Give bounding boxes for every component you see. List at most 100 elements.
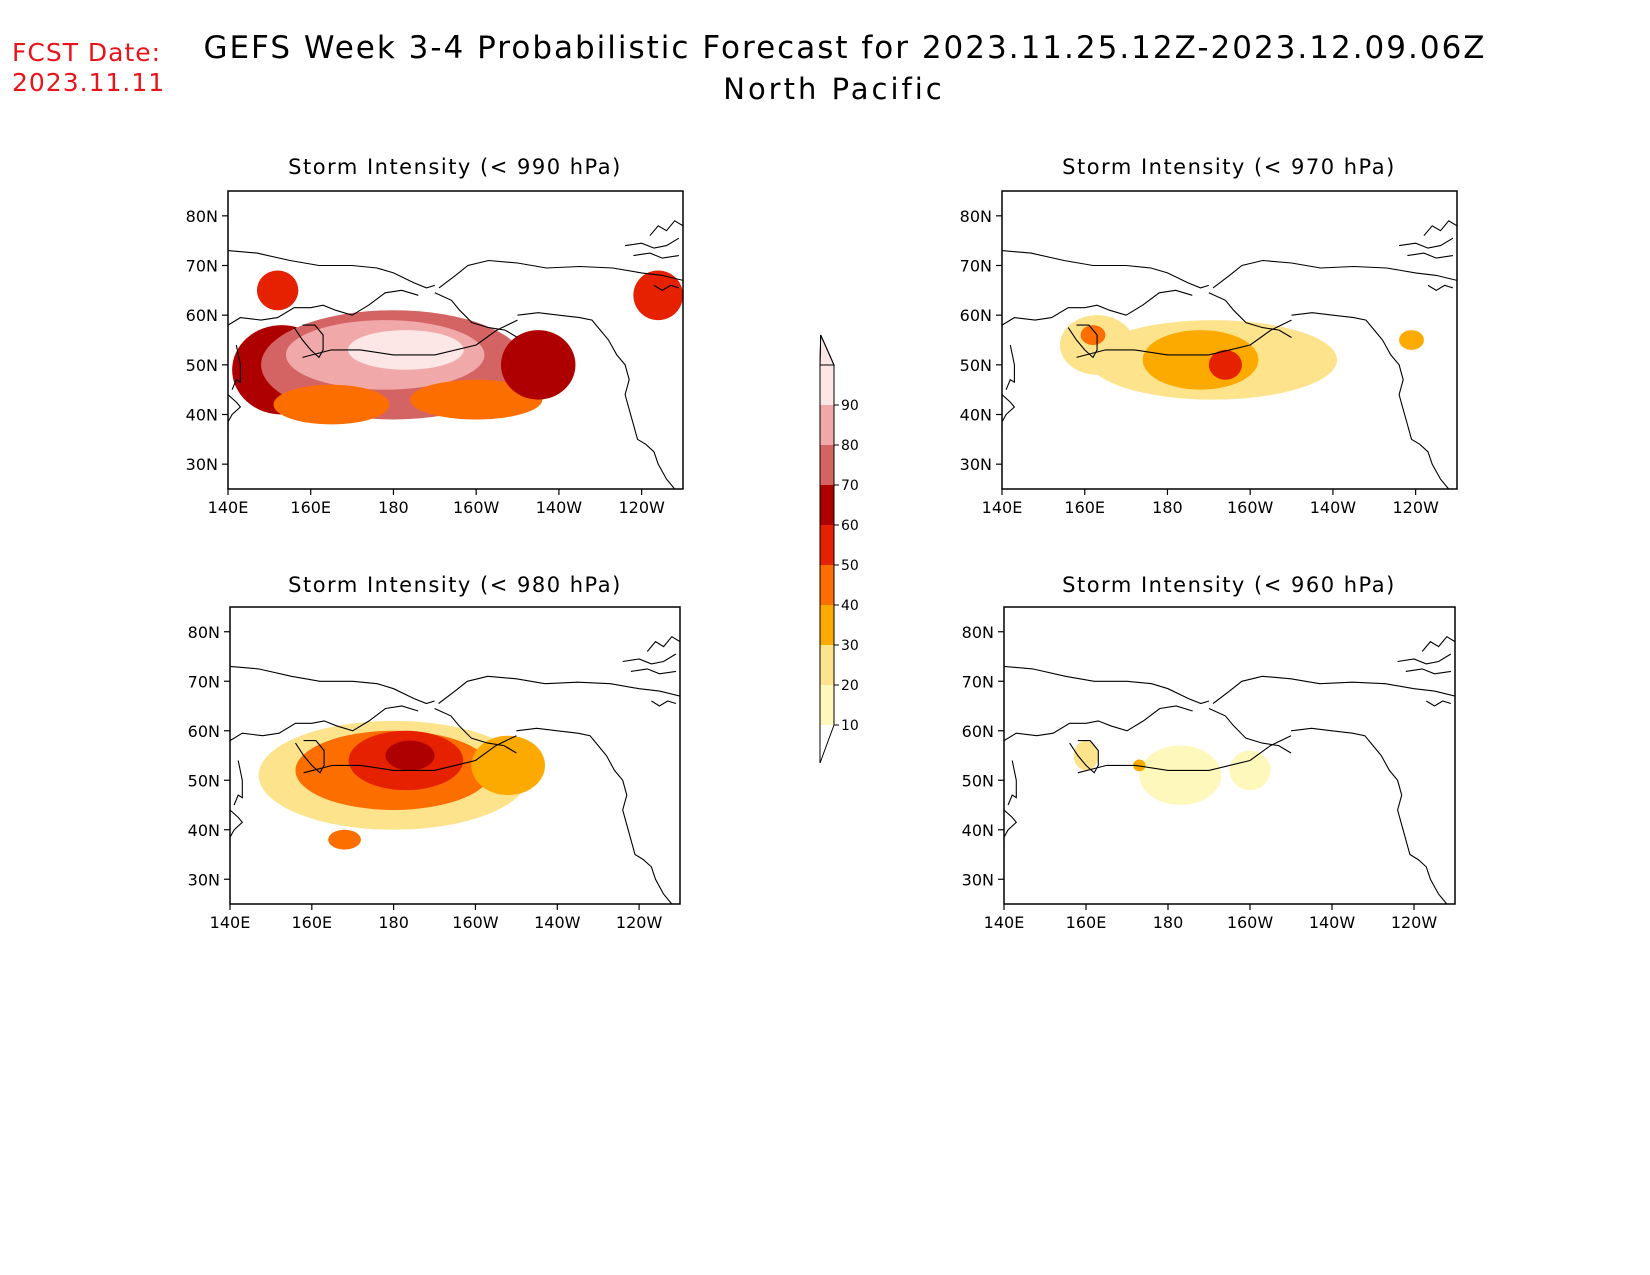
coastline bbox=[651, 700, 677, 707]
map-panel: Storm Intensity (< 990 hPa) 140E 160E 180 16… bbox=[186, 155, 684, 517]
colorbar-segment bbox=[820, 565, 834, 605]
lat-tick-label: 70N bbox=[960, 257, 992, 276]
colorbar-segment bbox=[820, 485, 834, 525]
lat-tick-label: 40N bbox=[186, 406, 218, 425]
coastline bbox=[625, 237, 680, 249]
coastline bbox=[630, 668, 676, 675]
coastline-group bbox=[230, 635, 680, 904]
lat-tick-label: 70N bbox=[962, 672, 994, 691]
lat-tick-label: 70N bbox=[188, 672, 220, 691]
page-title: GEFS Week 3-4 Probabilistic Forecast for… bbox=[0, 30, 1650, 106]
map-panel: Storm Intensity (< 960 hPa) 140E 160E 180 16… bbox=[962, 573, 1456, 932]
probability-contour bbox=[1139, 745, 1222, 805]
coastline bbox=[434, 292, 518, 338]
coastline bbox=[1427, 284, 1454, 291]
coastline bbox=[1290, 727, 1448, 904]
coastline bbox=[1208, 707, 1292, 754]
lon-tick-label: 160E bbox=[1064, 498, 1105, 517]
map-panel: Storm Intensity (< 970 hPa) 140E 160E 180 16… bbox=[960, 155, 1458, 517]
coastline bbox=[230, 809, 244, 848]
coastline bbox=[228, 394, 242, 432]
coastline bbox=[653, 284, 680, 291]
lon-tick-label: 160W bbox=[1227, 498, 1274, 517]
colorbar-segment bbox=[820, 645, 834, 685]
coastline bbox=[1399, 237, 1454, 249]
lon-tick-label: 120W bbox=[1392, 498, 1439, 517]
coastline-group bbox=[1002, 220, 1457, 489]
coastline bbox=[233, 760, 243, 806]
coastline bbox=[438, 259, 683, 289]
lat-tick-label: 70N bbox=[186, 257, 218, 276]
coastline bbox=[516, 727, 673, 904]
lon-tick-label: 120W bbox=[1391, 913, 1438, 932]
coastline bbox=[1212, 675, 1455, 704]
coastline bbox=[1208, 292, 1292, 338]
lat-tick-label: 60N bbox=[188, 722, 220, 741]
lon-tick-label: 120W bbox=[618, 498, 665, 517]
coastline bbox=[1077, 735, 1292, 774]
coastline bbox=[230, 705, 419, 742]
main-title: GEFS Week 3-4 Probabilistic Forecast for… bbox=[203, 30, 1487, 66]
coastline bbox=[295, 740, 325, 774]
coastline bbox=[1004, 809, 1018, 848]
probability-contour bbox=[471, 735, 545, 796]
coastline bbox=[1002, 289, 1193, 326]
lon-tick-label: 160W bbox=[453, 498, 500, 517]
lat-tick-label: 50N bbox=[960, 356, 992, 375]
coastline bbox=[1005, 344, 1015, 390]
coastline bbox=[438, 675, 680, 704]
coastline bbox=[633, 252, 679, 259]
coastline bbox=[517, 312, 676, 489]
coastline-group bbox=[228, 220, 683, 489]
lat-tick-label: 50N bbox=[188, 771, 220, 790]
coastline bbox=[622, 653, 677, 665]
probability-contour bbox=[1073, 740, 1099, 771]
coastline bbox=[1212, 259, 1457, 289]
coastline bbox=[1291, 312, 1450, 489]
probability-contour bbox=[273, 384, 390, 425]
lat-tick-label: 40N bbox=[962, 821, 994, 840]
lat-tick-label: 30N bbox=[188, 870, 220, 889]
coastline bbox=[231, 344, 241, 390]
lat-tick-label: 80N bbox=[186, 207, 218, 226]
colorbar-label: 70 bbox=[841, 478, 859, 494]
probability-contour bbox=[1229, 750, 1271, 791]
lat-tick-label: 40N bbox=[960, 406, 992, 425]
probability-contour bbox=[1399, 330, 1424, 350]
lon-tick-label: 160E bbox=[291, 913, 332, 932]
coastline bbox=[649, 220, 683, 237]
coastline bbox=[1007, 760, 1017, 806]
lat-tick-label: 80N bbox=[188, 623, 220, 642]
fcst-label: FCST Date: bbox=[12, 38, 162, 67]
colorbar-label: 10 bbox=[841, 718, 859, 734]
colorbar-label: 60 bbox=[841, 518, 859, 534]
lat-tick-label: 60N bbox=[186, 306, 218, 325]
coastline bbox=[1002, 250, 1209, 289]
coastline bbox=[434, 707, 517, 754]
colorbar-segment bbox=[820, 525, 834, 565]
probability-field bbox=[258, 720, 545, 850]
lat-tick-label: 40N bbox=[188, 821, 220, 840]
panel-title: Storm Intensity (< 960 hPa) bbox=[1062, 573, 1396, 597]
colorbar-label: 80 bbox=[841, 438, 859, 454]
colorbar-segment bbox=[820, 445, 834, 485]
probability-contour bbox=[385, 740, 435, 771]
lon-tick-label: 180 bbox=[1152, 498, 1183, 517]
lon-tick-label: 140W bbox=[1310, 498, 1357, 517]
lon-tick-label: 180 bbox=[1153, 913, 1184, 932]
lat-tick-label: 30N bbox=[960, 455, 992, 474]
colorbar-segment bbox=[820, 405, 834, 445]
map-frame bbox=[227, 190, 684, 490]
panel-title: Storm Intensity (< 980 hPa) bbox=[288, 573, 622, 597]
coastline bbox=[303, 735, 517, 774]
coastline bbox=[1423, 220, 1457, 237]
probability-contour bbox=[1133, 759, 1146, 772]
lat-tick-label: 80N bbox=[960, 207, 992, 226]
lon-tick-label: 160E bbox=[290, 498, 331, 517]
coastline bbox=[1407, 252, 1453, 259]
colorbar-segment bbox=[820, 685, 834, 725]
coastline bbox=[302, 319, 518, 358]
panel-title: Storm Intensity (< 990 hPa) bbox=[288, 155, 622, 179]
coastline bbox=[1069, 740, 1099, 774]
probability-contour bbox=[1142, 330, 1259, 390]
